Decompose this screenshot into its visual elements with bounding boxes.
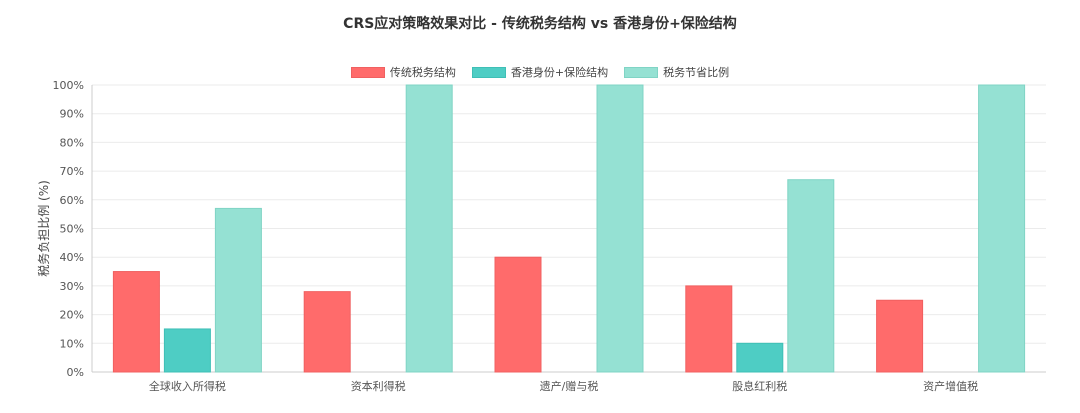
legend-swatch-series-1 bbox=[471, 66, 506, 78]
bar-0-2[interactable] bbox=[214, 207, 262, 373]
legend-label-series-0: 传统税务结构 bbox=[389, 66, 456, 79]
bar-4-2[interactable] bbox=[978, 84, 1026, 373]
legend-swatch-series-2 bbox=[624, 66, 659, 78]
bar-3-1[interactable] bbox=[736, 342, 784, 373]
y-tick-label: 90% bbox=[60, 108, 84, 121]
x-tick-label: 全球收入所得税 bbox=[149, 379, 226, 393]
legend-swatch-series-0 bbox=[350, 66, 385, 78]
chart-legend: 传统税务结构 香港身份+保险结构 税务节省比例 bbox=[0, 64, 1080, 80]
y-tick-label: 0% bbox=[67, 366, 84, 379]
y-tick-label: 50% bbox=[60, 223, 84, 236]
bar-0-0[interactable] bbox=[112, 271, 160, 373]
y-tick-label: 30% bbox=[60, 280, 84, 293]
bar-1-0[interactable] bbox=[303, 291, 351, 373]
bar-3-0[interactable] bbox=[685, 285, 733, 373]
legend-item-series-1[interactable]: 香港身份+保险结构 bbox=[471, 64, 609, 80]
bar-3-2[interactable] bbox=[787, 179, 835, 373]
x-tick-label: 股息红利税 bbox=[732, 379, 787, 393]
x-tick-label: 资本利得税 bbox=[351, 379, 406, 393]
y-tick-label: 60% bbox=[60, 194, 84, 207]
y-tick-label: 40% bbox=[60, 251, 84, 264]
y-axis-title: 税务负担比例 (%) bbox=[36, 180, 51, 277]
bar-1-2[interactable] bbox=[405, 84, 453, 373]
x-tick-label: 遗产/赠与税 bbox=[540, 379, 599, 393]
x-tick-label: 资产增值税 bbox=[923, 379, 978, 393]
y-tick-label: 80% bbox=[60, 136, 84, 149]
bar-4-0[interactable] bbox=[876, 299, 924, 373]
chart-title: CRS应对策略效果对比 - 传统税务结构 vs 香港身份+保险结构 bbox=[343, 16, 737, 32]
y-tick-label: 10% bbox=[60, 337, 84, 350]
legend-item-series-2[interactable]: 税务节省比例 bbox=[624, 64, 729, 80]
bar-2-0[interactable] bbox=[494, 256, 542, 373]
legend-label-series-2: 税务节省比例 bbox=[663, 66, 730, 79]
y-tick-label: 70% bbox=[60, 165, 84, 178]
legend-label-series-1: 香港身份+保险结构 bbox=[510, 66, 609, 79]
bar-2-2[interactable] bbox=[596, 84, 644, 373]
y-tick-label: 100% bbox=[53, 79, 84, 92]
bar-0-1[interactable] bbox=[163, 328, 211, 373]
legend-item-series-0[interactable]: 传统税务结构 bbox=[350, 64, 456, 80]
y-tick-label: 20% bbox=[60, 309, 84, 322]
